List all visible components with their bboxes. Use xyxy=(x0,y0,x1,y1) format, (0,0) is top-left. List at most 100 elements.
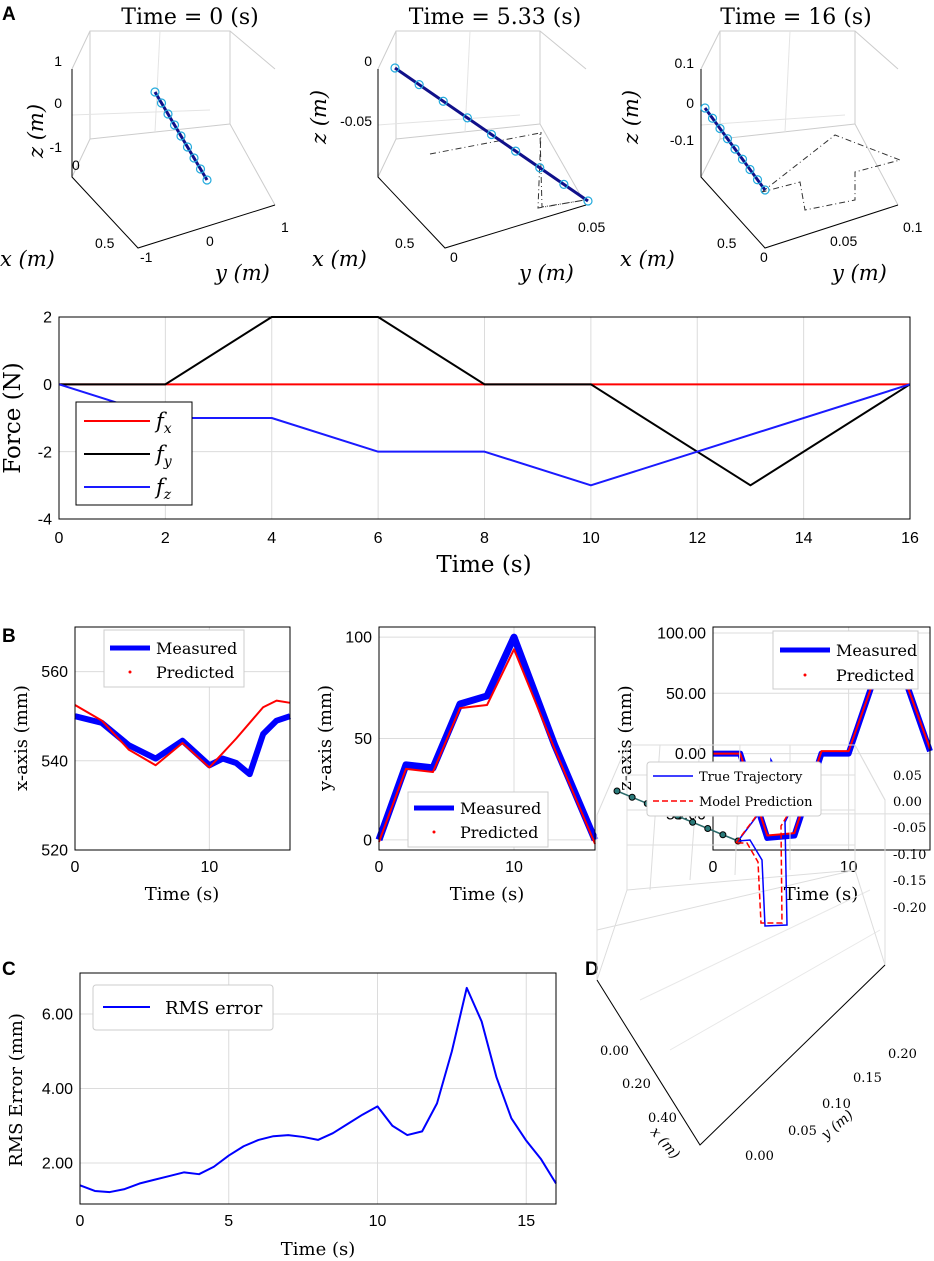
a3-rod-node xyxy=(760,185,770,195)
chart-bz-ylabel: z-axis (mm) xyxy=(615,685,636,790)
aforce-series-f-y xyxy=(59,316,911,487)
chart-a1-ztick: -1 xyxy=(50,139,63,155)
a2-rod-node xyxy=(535,163,545,173)
by-ytick: 100 xyxy=(345,630,372,647)
a3-rod-node xyxy=(700,103,710,113)
a3-rod-node xyxy=(745,164,755,175)
bx-xtick: 0 xyxy=(71,859,80,876)
c-xtick: 0 xyxy=(76,1213,85,1230)
chart-a3-ytick: 0.05 xyxy=(830,233,857,249)
chart-force-legend: fx fy fz xyxy=(75,401,193,506)
a1-rod-node xyxy=(202,175,212,185)
chart-force-xlabel: Time (s) xyxy=(436,552,531,578)
chart-a1-ztick: 1 xyxy=(54,53,62,69)
d-rod-node xyxy=(613,787,621,795)
chart-force-ylabel: Force (N) xyxy=(0,362,26,473)
bx-xtick: 10 xyxy=(200,859,218,876)
chart-a3-rod xyxy=(700,103,770,195)
panel-label-c: C xyxy=(2,959,16,980)
chart-d-ytick: 0.20 xyxy=(888,1047,917,1062)
by-ytick: 0 xyxy=(363,832,372,849)
a2-rod-node xyxy=(462,113,472,123)
a2-rod-node xyxy=(414,80,424,90)
by-series-predicted xyxy=(378,648,596,845)
aforce-xtick: 6 xyxy=(374,530,383,547)
chart-bx: 0 10 560 540 520 Time (s) x-axis (mm) Measur… xyxy=(11,626,291,905)
chart-a1: Time = 0 (s) 1 0 -1 0 0.5 -1 0 1 z (m) x… xyxy=(0,5,289,285)
d-rod-node xyxy=(689,818,697,826)
bx-series-measured xyxy=(74,713,291,778)
chart-d-ytick: 0.00 xyxy=(745,1149,774,1164)
chart-c-ylabel: RMS Error (mm) xyxy=(6,1013,27,1167)
chart-bz-legend-measured: Measured xyxy=(836,641,917,660)
a1-rod-node xyxy=(156,98,167,108)
chart-d: 0.05 0.00 -0.05 -0.10 -0.15 -0.20 0.00 0.20 0.40… xyxy=(596,744,926,1164)
chart-a2-ztick: 0 xyxy=(364,53,372,69)
a2-rod-node xyxy=(486,129,497,140)
chart-d-ztick: -0.10 xyxy=(893,848,926,863)
a3-rod-line xyxy=(703,107,767,191)
chart-force-ticks: 0 2 4 6 8 10 12 14 16 2 0 -2 -4 xyxy=(38,310,919,547)
chart-a3-ztick: -0.1 xyxy=(670,132,694,148)
chart-a3-ztick: 0 xyxy=(686,95,694,111)
a1-rod-node xyxy=(176,131,186,141)
a2-rod-node xyxy=(511,146,521,156)
chart-a1-ytick: 0 xyxy=(206,233,214,249)
c-ytick: 4.00 xyxy=(42,1081,73,1098)
chart-c-legend-rms: RMS error xyxy=(165,998,263,1019)
a1-rod-node xyxy=(195,164,206,174)
chart-d-xlabel: x (m) xyxy=(647,1124,683,1162)
chart-bz-xlabel: Time (s) xyxy=(784,884,859,905)
c-xtick: 5 xyxy=(224,1213,233,1230)
chart-bx-legend-measured: Measured xyxy=(156,639,237,658)
chart-a3-ytick: 0.1 xyxy=(903,219,923,235)
aforce-ytick: 0 xyxy=(43,377,52,394)
aforce-xtick: 10 xyxy=(582,530,600,547)
bz-ytick: 50.00 xyxy=(666,686,706,703)
chart-a2-ytick: 0.05 xyxy=(578,219,605,235)
chart-d-legend: True Trajectory Model Prediction xyxy=(646,761,822,817)
chart-d-ztick: 0.00 xyxy=(893,795,922,810)
chart-by-legend-measured: Measured xyxy=(460,799,541,818)
chart-force: 0 2 4 6 8 10 12 14 16 2 0 -2 -4 Time (s) Force (N) f… xyxy=(0,310,919,578)
c-xtick: 15 xyxy=(517,1213,535,1230)
chart-d-xtick: 0.00 xyxy=(600,1044,629,1059)
chart-a2-ztick: -0.05 xyxy=(340,113,372,129)
chart-c-frame xyxy=(79,972,557,1205)
chart-a3-xtick: 0.5 xyxy=(717,235,737,251)
aforce-ytick: -4 xyxy=(38,512,52,529)
bx-ytick: 540 xyxy=(41,753,68,770)
chart-by-legend-predicted: Predicted xyxy=(460,823,538,842)
chart-bz-frame xyxy=(712,626,931,851)
chart-bx-frame xyxy=(74,626,291,851)
aforce-ytick: -2 xyxy=(38,444,52,461)
a3-rod-node xyxy=(722,134,733,144)
a1-rod-node xyxy=(169,120,180,130)
chart-d-legend-true: True Trajectory xyxy=(699,770,803,785)
aforce-xtick: 0 xyxy=(55,530,64,547)
chart-a1-zlabel: z (m) xyxy=(24,104,48,159)
bz-ytick: 100.00 xyxy=(657,626,706,643)
a2-rod-node xyxy=(438,96,448,106)
chart-d-ytick: 0.10 xyxy=(822,1097,851,1112)
chart-c-xlabel: Time (s) xyxy=(281,1239,356,1260)
panel-label-d: D xyxy=(585,959,599,980)
aforce-xtick: 12 xyxy=(688,530,706,547)
aforce-xtick: 16 xyxy=(901,530,919,547)
a2-rod-node xyxy=(583,196,593,206)
a2-rod-node xyxy=(559,179,569,189)
chart-a2-rod xyxy=(390,63,593,206)
chart-a3-title: Time = 16 (s) xyxy=(720,5,871,30)
a3-rod-node xyxy=(752,175,763,185)
chart-by-frame xyxy=(378,626,596,851)
chart-a3-ylabel: y (m) xyxy=(831,261,887,285)
chart-bx-legend-predicted: Predicted xyxy=(156,663,234,682)
a1-rod-node xyxy=(163,109,173,119)
chart-d-ztick: -0.15 xyxy=(893,874,926,889)
d-rod-node xyxy=(628,793,636,801)
bx-ytick: 520 xyxy=(41,843,68,860)
aforce-ytick: 2 xyxy=(43,310,52,327)
chart-bz-legend: Measured Predicted xyxy=(772,630,919,690)
by-xtick: 0 xyxy=(375,859,384,876)
